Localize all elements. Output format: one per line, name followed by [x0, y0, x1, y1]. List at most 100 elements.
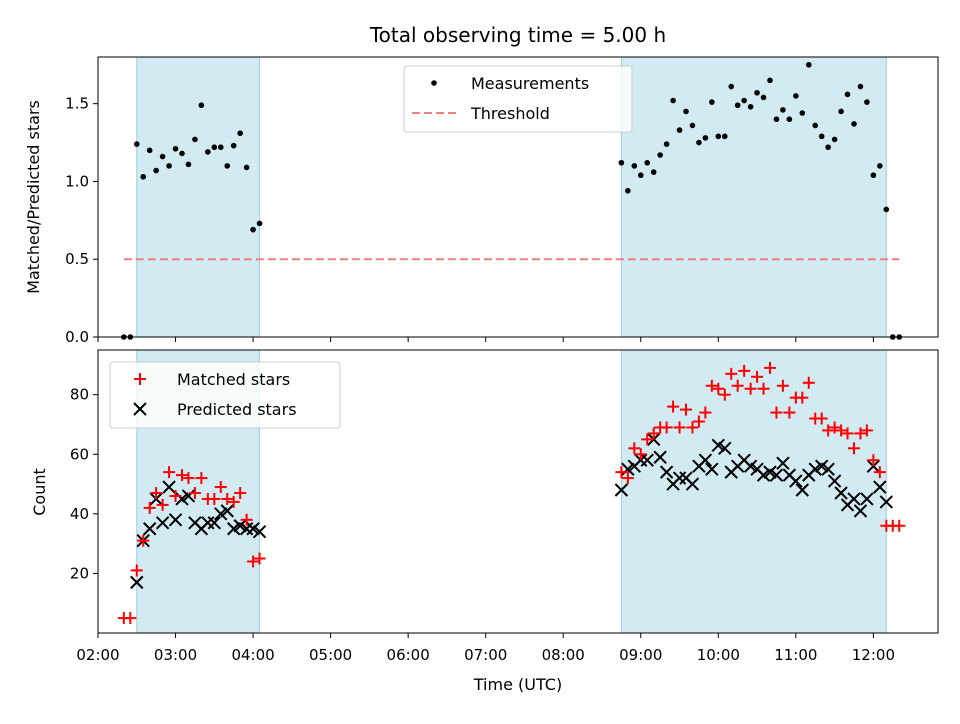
shaded-interval-1 [621, 350, 887, 633]
measurements-series [121, 61, 903, 340]
measurement-point-58 [851, 121, 857, 127]
predicted-point-45 [776, 456, 790, 470]
legend-threshold-label: Threshold [470, 104, 550, 123]
y-tick-label-0: 20 [70, 564, 89, 582]
measurement-point-20 [250, 226, 256, 233]
measurement-point-5 [153, 167, 159, 174]
bottom-shaded-intervals [136, 350, 887, 633]
measurement-point-36 [709, 99, 715, 105]
measurement-point-55 [831, 136, 838, 143]
top-shaded-intervals [136, 57, 887, 337]
y-tick-label-1: 40 [70, 505, 89, 523]
measurement-point-54 [825, 144, 831, 151]
measurement-point-24 [631, 163, 638, 169]
measurement-point-42 [747, 103, 754, 110]
measurement-point-25 [637, 172, 644, 179]
matched-point-24 [628, 442, 641, 455]
matched-point-53 [815, 412, 828, 425]
legend-predicted-marker [133, 402, 147, 416]
measurement-point-17 [230, 142, 237, 149]
measurement-point-9 [179, 150, 185, 157]
matched-point-9 [176, 469, 188, 482]
predicted-point-26 [653, 450, 667, 464]
measurement-point-33 [689, 122, 696, 129]
predicted-point-13 [214, 507, 228, 521]
predicted-point-21 [621, 462, 635, 476]
measurement-point-11 [192, 136, 198, 143]
bottom-y-ticks: 20 40 60 80 [70, 386, 98, 582]
measurement-point-8 [172, 145, 179, 152]
measurement-point-4 [146, 147, 153, 154]
predicted-point-7 [175, 492, 189, 506]
measurement-point-13 [205, 149, 211, 155]
measurement-point-41 [741, 97, 747, 104]
measurement-point-47 [780, 107, 786, 113]
predicted-point-2 [142, 522, 157, 536]
matched-point-16 [221, 492, 234, 505]
y-tick-label-0: 0.0 [65, 328, 89, 346]
predicted-point-6 [168, 513, 183, 527]
measurement-point-56 [838, 108, 844, 115]
x-tick-label-10: 12:00 [852, 646, 895, 664]
bottom-legend: Matched stars Predicted stars [109, 361, 341, 429]
predicted-point-20 [614, 483, 629, 497]
predicted-point-36 [718, 441, 732, 456]
measurement-point-2 [133, 141, 140, 147]
predicted-stars-series [130, 432, 894, 590]
y-tick-label-2: 60 [70, 445, 89, 463]
y-tick-label-2: 1.0 [65, 172, 89, 190]
top-panel: 0.0 0.5 1.0 1.5 Matched/Predicted stars Mea… [24, 56, 939, 346]
legend-predicted-label: Predicted stars [177, 400, 297, 419]
measurement-point-27 [650, 169, 657, 175]
measurement-point-35 [702, 135, 709, 141]
x-tick-label-4: 06:00 [387, 646, 430, 664]
measurement-point-53 [818, 133, 825, 140]
measurement-point-18 [237, 130, 243, 137]
measurement-point-10 [185, 161, 192, 168]
matched-point-23 [621, 472, 634, 485]
y-tick-label-3: 80 [70, 386, 89, 404]
x-tick-label-3: 05:00 [309, 646, 352, 664]
matched-point-6 [156, 498, 169, 511]
matched-point-27 [647, 427, 660, 440]
matched-point-4 [143, 501, 156, 514]
matched-point-18 [234, 486, 247, 499]
x-tick-label-5: 07:00 [464, 646, 507, 664]
top-legend: Measurements Threshold [403, 65, 633, 133]
measurement-point-19 [243, 164, 250, 171]
matched-point-51 [802, 376, 815, 389]
measurement-point-31 [676, 127, 683, 133]
matched-point-33 [686, 421, 699, 434]
matched-point-25 [634, 448, 647, 461]
measurement-point-14 [211, 144, 218, 151]
top-axes-frame [97, 56, 939, 338]
measurement-point-63 [883, 206, 890, 213]
predicted-point-44 [769, 468, 784, 482]
bottom-x-ticks: 02:00 03:00 04:00 05:00 06:00 07:00 08:00 09:00… [76, 633, 895, 664]
matched-point-58 [848, 442, 860, 455]
measurement-point-22 [618, 159, 625, 166]
top-y-ticks: 0.0 0.5 1.0 1.5 [65, 95, 98, 346]
matched-stars-series [117, 361, 906, 625]
measurement-point-21 [256, 220, 263, 227]
bottom-y-axis-label: Count [30, 468, 49, 516]
predicted-point-58 [860, 492, 874, 506]
measurement-point-32 [683, 108, 689, 115]
matched-point-10 [182, 472, 195, 485]
predicted-point-14 [220, 504, 234, 518]
predicted-point-19 [252, 525, 267, 539]
matched-point-35 [699, 406, 712, 419]
predicted-point-35 [711, 438, 726, 453]
measurement-point-61 [870, 172, 877, 179]
matched-point-14 [208, 492, 221, 505]
measurement-point-51 [805, 61, 812, 68]
matched-point-42 [744, 382, 757, 395]
measurement-point-26 [644, 159, 651, 166]
measurement-point-15 [217, 144, 224, 151]
predicted-point-60 [873, 480, 887, 494]
matched-point-26 [641, 433, 654, 446]
measurement-point-12 [198, 102, 205, 109]
matched-point-40 [731, 379, 744, 392]
